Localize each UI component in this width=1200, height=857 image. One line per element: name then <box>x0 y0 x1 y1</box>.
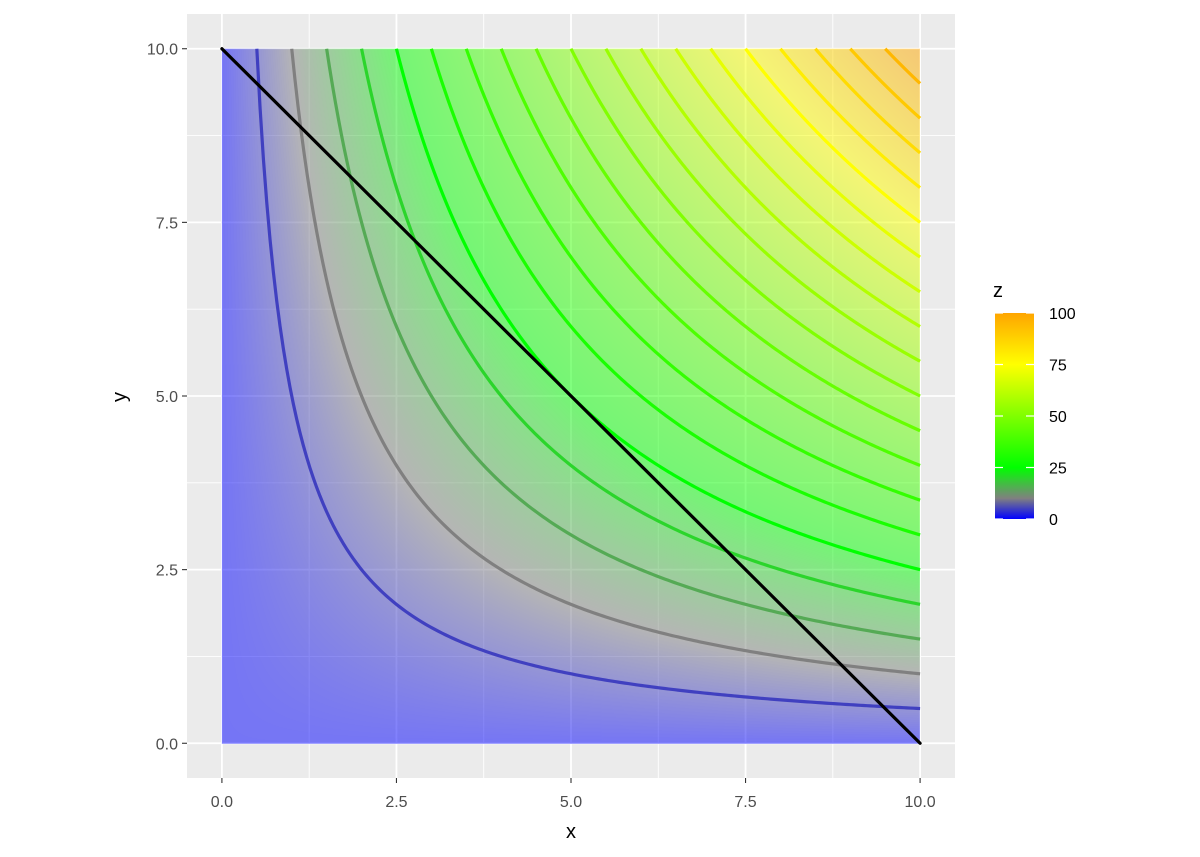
contour-line-80 <box>779 47 922 189</box>
y-tick-label: 5.0 <box>156 389 178 406</box>
x-axis-title: x <box>566 821 576 843</box>
legend-title: z <box>993 280 1003 302</box>
y-tick-label: 7.5 <box>156 215 178 232</box>
x-tick-label: 7.5 <box>734 794 756 811</box>
x-tick-label: 5.0 <box>560 794 582 811</box>
contour-line-65 <box>674 47 921 294</box>
contour-line-20 <box>359 48 921 606</box>
contour-line-75 <box>744 47 922 224</box>
contour-line-25 <box>394 48 921 572</box>
contour-line-5 <box>255 48 921 711</box>
x-axis-ticks: 0.0 2.5 5.0 7.5 10.0 <box>211 778 936 811</box>
y-tick-label: 10.0 <box>147 42 178 59</box>
legend-tick-label: 50 <box>1049 409 1067 426</box>
legend-ticks: 100 75 50 25 0 <box>995 306 1076 529</box>
contour-line-45 <box>534 48 921 433</box>
contour-line-50 <box>569 48 921 398</box>
legend-tick-label: 75 <box>1049 358 1067 375</box>
contour-line-15 <box>325 48 921 641</box>
budget-line <box>220 47 922 745</box>
y-tick-label: 2.5 <box>156 563 178 580</box>
y-tick-label: 0.0 <box>156 736 178 753</box>
legend-tick-label: 0 <box>1049 512 1058 529</box>
contour-line-40 <box>499 48 921 467</box>
y-axis-ticks: 0.0 2.5 5.0 7.5 10.0 <box>147 42 187 753</box>
contour-line-30 <box>429 48 921 537</box>
contour-line-70 <box>709 47 922 259</box>
contour-line-35 <box>464 48 921 502</box>
y-axis-title: y <box>109 392 131 402</box>
contour-line-95 <box>883 47 922 85</box>
contour-line-90 <box>849 47 922 120</box>
contour-line-55 <box>604 47 921 363</box>
legend: z 100 75 50 25 0 <box>993 280 1076 529</box>
x-tick-label: 0.0 <box>211 794 233 811</box>
contour-line-10 <box>290 48 921 676</box>
x-tick-label: 2.5 <box>385 794 407 811</box>
contour-line-85 <box>814 47 922 155</box>
x-tick-label: 10.0 <box>905 794 936 811</box>
contour-line-60 <box>639 47 921 328</box>
legend-tick-label: 25 <box>1049 461 1067 478</box>
contour-lines <box>255 47 922 711</box>
legend-tick-label: 100 <box>1049 306 1076 323</box>
